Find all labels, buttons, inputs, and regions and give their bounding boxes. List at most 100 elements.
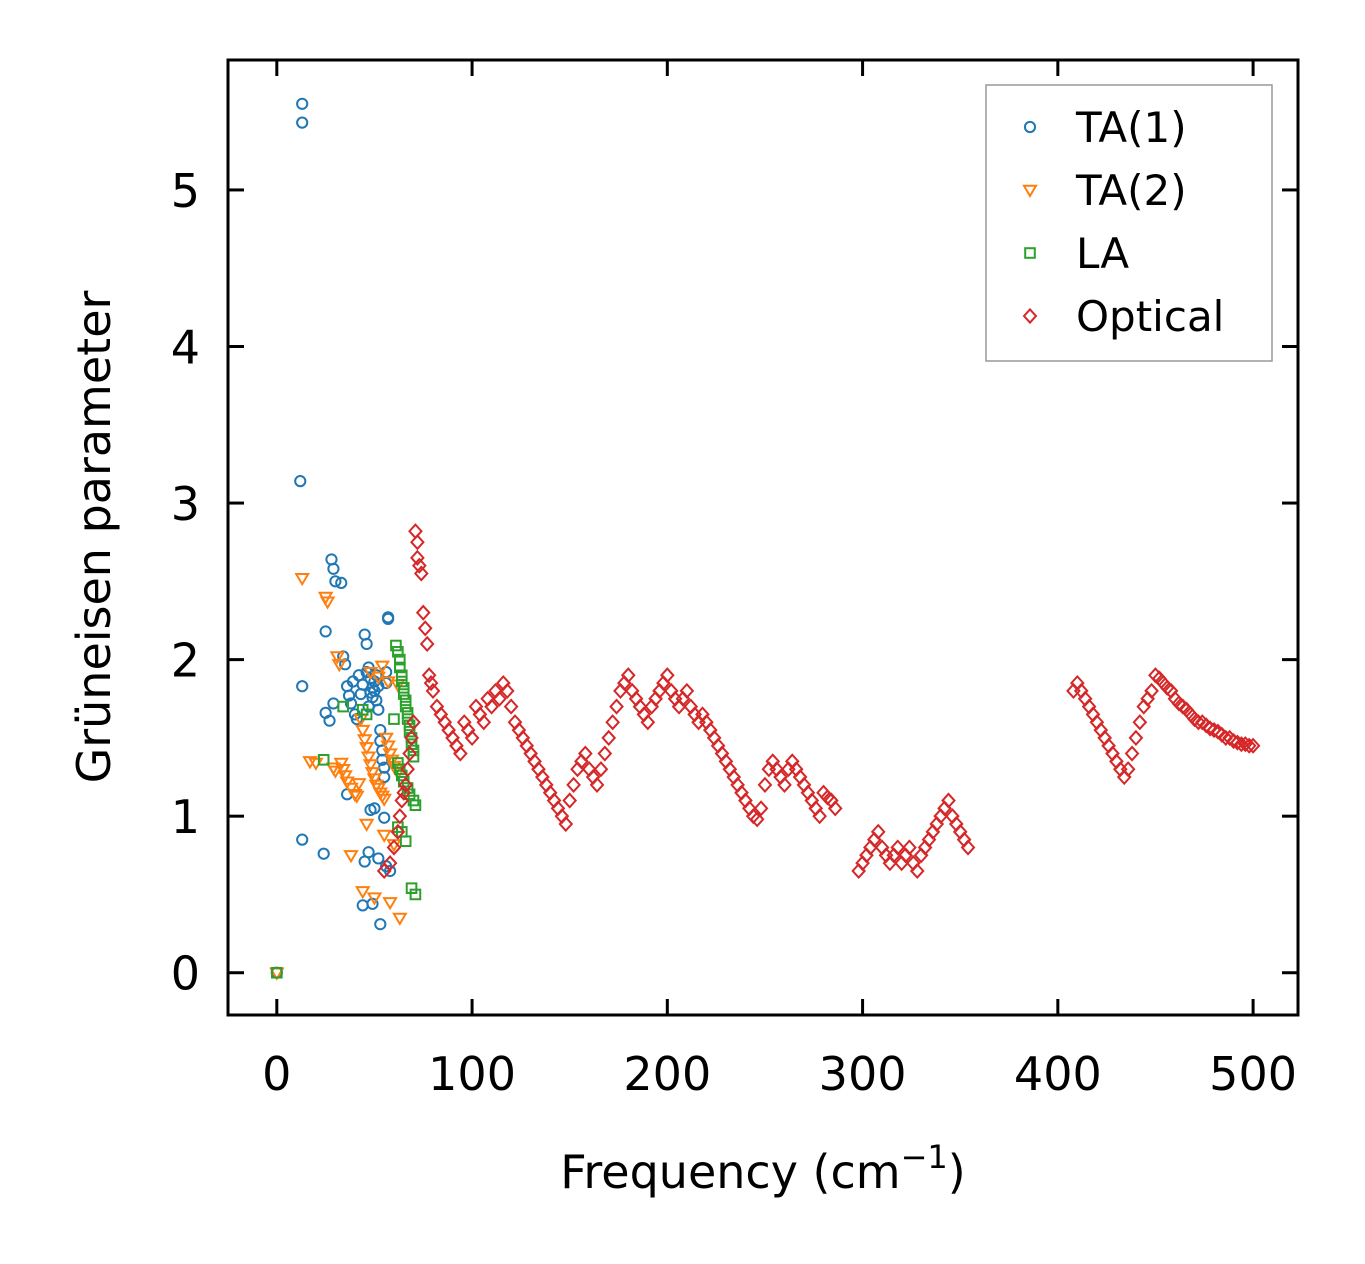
data-point	[421, 667, 437, 684]
x-tick-label: 300	[819, 1047, 907, 1101]
data-point	[390, 823, 406, 840]
data-point	[329, 651, 346, 665]
y-axis-label: Grüneisen parameter	[67, 290, 121, 783]
data-point	[404, 729, 419, 746]
data-point	[323, 714, 336, 727]
data-point	[453, 745, 468, 762]
data-point	[640, 714, 656, 731]
data-point	[394, 653, 406, 666]
data-point	[406, 714, 421, 731]
data-point	[870, 823, 886, 840]
data-point	[411, 557, 427, 574]
data-point	[415, 604, 431, 621]
data-point	[376, 829, 392, 843]
data-point	[335, 764, 351, 778]
legend-marker	[1024, 247, 1036, 259]
data-point	[384, 754, 400, 768]
data-point	[408, 523, 423, 540]
data-point	[356, 734, 373, 748]
data-point	[395, 675, 408, 688]
data-point	[335, 576, 348, 590]
data-point	[358, 855, 371, 868]
data-point	[317, 847, 330, 860]
data-point	[399, 700, 412, 713]
data-point	[364, 767, 381, 781]
data-point	[380, 740, 396, 754]
data-point	[344, 697, 358, 710]
x-tick-label: 200	[623, 1047, 711, 1101]
series-optical	[376, 523, 1261, 880]
data-point	[319, 625, 332, 638]
y-tick-label: 5	[171, 164, 200, 218]
data-point	[827, 800, 843, 817]
data-point	[271, 966, 283, 979]
data-point	[492, 690, 507, 707]
data-point	[679, 682, 695, 700]
x-tick-label: 0	[262, 1047, 291, 1101]
data-point	[343, 850, 359, 864]
data-point	[601, 729, 617, 746]
data-point	[1202, 720, 1218, 737]
data-point	[331, 659, 348, 673]
data-point	[605, 714, 621, 731]
data-point	[589, 776, 605, 793]
data-point	[382, 897, 398, 911]
data-point	[392, 808, 408, 825]
data-point	[372, 703, 385, 716]
data-point	[577, 745, 593, 762]
data-point	[417, 620, 433, 637]
data-point	[503, 698, 519, 715]
y-tick-label: 1	[171, 790, 200, 844]
plot-frame	[226, 58, 1300, 1017]
data-point	[409, 888, 422, 901]
data-point	[960, 839, 976, 856]
data-point	[609, 698, 624, 715]
data-point	[317, 754, 330, 766]
data-point	[296, 116, 309, 129]
data-point	[339, 776, 355, 790]
data-point	[296, 97, 309, 110]
data-point	[360, 637, 373, 651]
data-point	[558, 815, 574, 833]
series-la	[271, 639, 422, 979]
data-point	[358, 818, 375, 832]
data-point	[425, 682, 441, 700]
data-point	[476, 714, 492, 731]
data-point	[368, 802, 381, 815]
data-point	[327, 562, 340, 575]
data-point	[329, 575, 342, 588]
legend-label: Optical	[1076, 292, 1224, 341]
x-tick-label: 400	[1014, 1047, 1102, 1101]
data-point	[388, 713, 400, 725]
data-point	[390, 639, 402, 652]
data-point	[333, 757, 349, 771]
data-point	[659, 667, 675, 684]
data-point	[327, 697, 340, 710]
data-point	[296, 833, 309, 846]
data-point	[319, 596, 336, 610]
data-point	[382, 612, 395, 626]
data-point	[380, 676, 396, 690]
data-point	[902, 839, 917, 856]
data-point	[374, 918, 387, 931]
data-point	[382, 855, 398, 872]
data-point	[464, 729, 480, 746]
data-point	[562, 792, 578, 809]
data-point	[366, 773, 383, 787]
data-point	[1120, 761, 1136, 778]
data-point	[777, 776, 792, 793]
data-point	[294, 475, 307, 488]
data-point	[395, 669, 408, 682]
data-points	[269, 97, 1261, 981]
data-point	[499, 682, 515, 700]
data-point	[749, 811, 765, 828]
data-point	[400, 761, 415, 778]
data-point	[757, 776, 773, 793]
series-ta-2-	[269, 573, 408, 981]
data-point	[941, 792, 956, 809]
data-point	[296, 680, 309, 693]
legend-marker	[1023, 120, 1037, 134]
x-axis-label-exponent: −1	[901, 1138, 948, 1176]
legend: TA(1) TA(2) LA Optical	[985, 84, 1273, 362]
data-point	[399, 694, 412, 707]
